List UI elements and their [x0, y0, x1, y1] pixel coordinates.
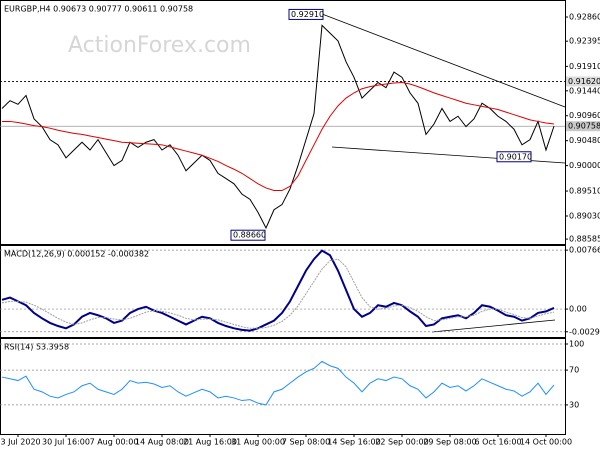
panel: [0, 0, 566, 245]
price-label: 0.90170: [499, 152, 532, 161]
y-tick-label: 0.89030: [569, 211, 600, 220]
y-tick-label: 0.91910: [569, 62, 600, 71]
price-box: [230, 229, 266, 241]
x-tick-label: 21 Aug 16:00: [183, 438, 237, 447]
y-tick-label: 0.007663: [569, 246, 600, 255]
x-tick-label: 7 Aug 00:00: [90, 438, 139, 447]
series-line: [1, 24, 555, 230]
panel-title: EURGBP,H4 0.90673 0.90777 0.90611 0.9075…: [4, 5, 193, 14]
panel: [0, 245, 566, 338]
y-tick-label: 0.90960: [569, 111, 600, 120]
panel-title: MACD(12,26,9) 0.000152 -0.000382: [4, 250, 149, 259]
x-tick-label: 31 Aug 00:00: [231, 438, 285, 447]
x-tick-label: 14 Aug 08:00: [135, 438, 189, 447]
panel: [0, 338, 566, 435]
x-tick-label: 22 Sep 00:00: [375, 438, 428, 447]
series-line: [1, 360, 555, 406]
series-line: [1, 258, 555, 329]
y-tick-label: 0.88585: [569, 235, 600, 244]
y-tick-label: 0.92860: [569, 13, 600, 22]
x-tick-label: 14 Oct 00:00: [520, 438, 572, 447]
y-tick-label: -0.002952: [569, 327, 600, 336]
y-tick-label: 30: [569, 400, 579, 409]
level-box: [566, 76, 600, 87]
y-tick-label: 70: [569, 366, 579, 375]
level-box: [566, 121, 600, 132]
x-tick-label: 29 Sep 08:00: [423, 438, 476, 447]
y-tick-label: 0.91440: [569, 86, 600, 95]
price-box: [496, 151, 532, 163]
level-label: 0.90758: [568, 122, 600, 131]
trendline: [321, 13, 566, 108]
y-tick-label: 0.92395: [569, 37, 600, 46]
x-tick-label: 23 Jul 2020: [0, 438, 41, 447]
y-tick-label: 0.90480: [569, 136, 600, 145]
trendline: [431, 319, 556, 333]
price-box: [288, 8, 324, 20]
watermark: ActionForex.com: [68, 33, 251, 58]
x-tick-label: 30 Jul 16:00: [42, 438, 90, 447]
x-tick-label: 6 Oct 16:00: [474, 438, 521, 447]
x-tick-label: 14 Sep 16:00: [327, 438, 380, 447]
y-tick-label: 0.00: [569, 305, 587, 314]
level-label: 0.91620: [568, 77, 600, 86]
series-line: [2, 81, 555, 192]
y-tick-label: 0.89510: [569, 187, 600, 196]
price-label: 0.92910: [291, 10, 324, 19]
y-tick-label: 100: [569, 340, 584, 349]
x-tick-label: 7 Sep 08:00: [282, 438, 330, 447]
price-label: 0.88660: [233, 231, 266, 240]
panel-title: RSI(14) 53.3958: [4, 343, 69, 352]
series-line: [1, 249, 555, 332]
y-tick-label: 0.90000: [569, 161, 600, 170]
